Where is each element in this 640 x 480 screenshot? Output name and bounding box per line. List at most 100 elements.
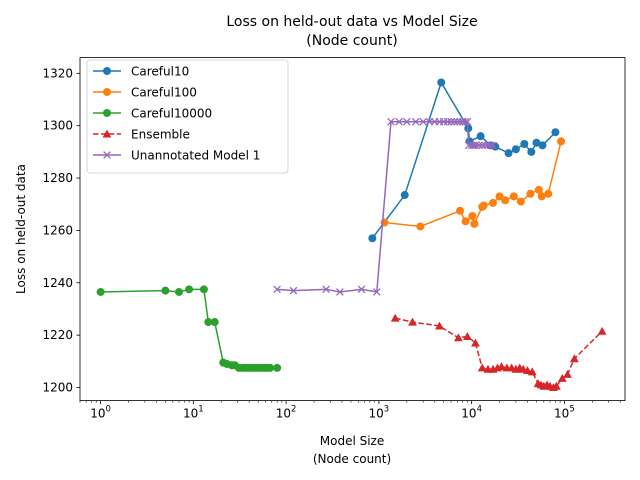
x-axis-label: Model Size xyxy=(320,434,384,448)
data-point-ensemble xyxy=(454,333,463,342)
data-point-careful10 xyxy=(551,128,560,137)
legend-marker xyxy=(102,129,112,138)
data-point-ensemble xyxy=(552,381,561,390)
legend: Careful10 Careful100 Careful10000 Ensemble U… xyxy=(86,59,289,174)
y-tick-label: 1280 xyxy=(42,171,73,185)
data-point-unannotated-model-1 xyxy=(486,141,495,150)
y-tick-label: 1200 xyxy=(42,381,73,395)
legend-item-ensemble: Ensemble xyxy=(93,128,190,142)
data-point-unannotated-model-1 xyxy=(402,117,411,126)
data-point-careful100 xyxy=(544,189,553,198)
data-point-unannotated-model-1 xyxy=(322,285,330,294)
x-tick-label: 103 xyxy=(369,405,390,421)
x-tick-label: 105 xyxy=(554,405,575,421)
data-point-unannotated-model-1 xyxy=(471,141,480,150)
data-point-unannotated-model-1 xyxy=(478,141,487,150)
series-ensemble xyxy=(390,313,607,392)
data-point-careful100 xyxy=(537,192,546,201)
data-point-ensemble xyxy=(557,373,567,382)
data-point-ensemble xyxy=(408,317,417,326)
data-point-careful10 xyxy=(532,138,541,147)
y-tick-label: 1260 xyxy=(42,223,73,237)
data-point-careful10 xyxy=(538,141,547,150)
data-point-careful10000 xyxy=(204,318,213,327)
data-point-careful100 xyxy=(526,189,535,198)
data-point-careful10 xyxy=(437,78,446,87)
data-point-ensemble xyxy=(477,363,487,372)
data-point-unannotated-model-1 xyxy=(461,117,469,126)
data-point-unannotated-model-1 xyxy=(489,141,497,150)
data-point-careful10 xyxy=(511,145,520,154)
data-point-careful100 xyxy=(468,212,477,221)
data-point-careful10000 xyxy=(265,363,274,372)
data-point-unannotated-model-1 xyxy=(372,288,381,296)
series-careful10 xyxy=(368,78,560,243)
data-point-careful10000 xyxy=(210,318,219,327)
data-point-unannotated-model-1 xyxy=(273,285,281,294)
data-point-ensemble xyxy=(462,332,472,340)
data-point-unannotated-model-1 xyxy=(387,117,395,126)
x-axis-sublabel: (Node count) xyxy=(313,452,391,466)
data-point-careful10000 xyxy=(96,287,105,296)
data-point-unannotated-model-1 xyxy=(475,141,483,150)
legend-item-careful10000: Careful10000 xyxy=(93,107,212,121)
data-point-unannotated-model-1 xyxy=(463,117,472,126)
data-point-careful100 xyxy=(495,192,504,201)
data-point-careful100 xyxy=(516,197,525,206)
data-point-ensemble xyxy=(497,362,506,371)
data-point-careful10 xyxy=(520,140,529,149)
x-tick-label: 100 xyxy=(90,405,111,421)
x-tick-label: 101 xyxy=(183,405,204,421)
data-point-careful10000 xyxy=(161,286,170,295)
data-point-careful10 xyxy=(368,234,377,243)
legend-marker xyxy=(103,151,111,159)
y-axis: 1200 1220 1240 1260 1280 1300 1320 xyxy=(42,66,80,395)
data-point-careful100 xyxy=(461,217,470,226)
data-point-ensemble xyxy=(390,313,400,322)
plot-frame xyxy=(79,57,626,401)
data-point-unannotated-model-1 xyxy=(336,288,344,296)
data-point-unannotated-model-1 xyxy=(419,117,427,126)
series-layer xyxy=(96,78,607,392)
data-point-careful10000 xyxy=(199,285,208,294)
data-point-careful10 xyxy=(476,132,485,141)
legend-box xyxy=(86,59,289,174)
data-point-careful100 xyxy=(479,201,488,210)
data-point-careful10 xyxy=(504,149,513,158)
series-careful10000 xyxy=(96,285,282,372)
data-point-ensemble xyxy=(597,326,607,335)
chart-subtitle: (Node count) xyxy=(306,33,397,49)
x-tick-label: 102 xyxy=(276,405,297,421)
data-point-careful10000 xyxy=(174,287,183,296)
data-point-careful100 xyxy=(416,222,425,231)
data-point-careful100 xyxy=(534,185,543,194)
data-point-ensemble xyxy=(527,367,537,376)
data-point-unannotated-model-1 xyxy=(443,117,452,126)
legend-marker xyxy=(103,109,111,117)
legend-item-careful100: Careful100 xyxy=(93,86,197,100)
legend-label: Unannotated Model 1 xyxy=(131,149,260,163)
chart-title: Loss on held-out data vs Model Size xyxy=(226,14,477,30)
data-point-unannotated-model-1 xyxy=(289,286,298,295)
legend-item-unannotated-model-1: Unannotated Model 1 xyxy=(93,149,260,163)
y-tick-label: 1320 xyxy=(42,66,73,80)
legend-marker xyxy=(103,88,111,96)
data-point-unannotated-model-1 xyxy=(395,117,403,126)
data-point-careful100 xyxy=(509,192,518,201)
data-point-unannotated-model-1 xyxy=(411,117,420,126)
legend-label: Ensemble xyxy=(131,128,190,142)
data-point-careful100 xyxy=(489,198,498,207)
data-point-unannotated-model-1 xyxy=(357,285,366,294)
data-point-ensemble xyxy=(471,338,480,347)
data-point-careful100 xyxy=(470,219,479,228)
data-point-unannotated-model-1 xyxy=(447,117,455,126)
data-point-careful10000 xyxy=(273,363,282,372)
data-point-careful10 xyxy=(400,191,409,200)
data-point-careful100 xyxy=(456,206,465,215)
x-axis: 100 101 102 103 104 105 xyxy=(79,400,621,421)
y-tick-label: 1300 xyxy=(42,119,73,133)
y-tick-label: 1240 xyxy=(42,276,73,290)
data-point-ensemble xyxy=(435,321,444,330)
legend-label: Careful100 xyxy=(131,86,197,100)
x-tick-label: 104 xyxy=(461,405,482,421)
